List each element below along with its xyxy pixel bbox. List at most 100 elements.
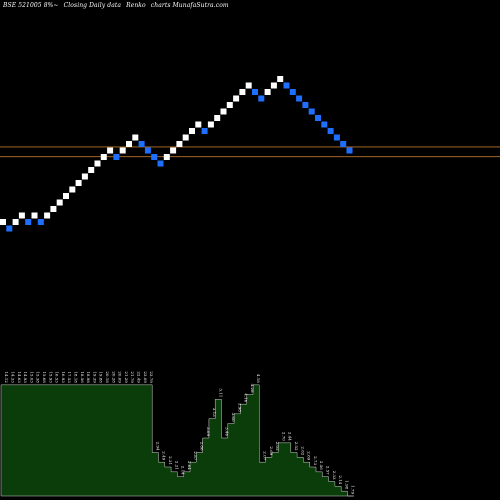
renko-brick <box>50 206 57 212</box>
renko-brick <box>31 212 38 219</box>
renko-brick <box>151 154 158 160</box>
renko-brick <box>25 219 32 225</box>
volume-value-label: 2.57 <box>325 466 330 475</box>
renko-brick <box>113 154 120 160</box>
volume-value-label: 14.93 <box>23 371 28 383</box>
volume-value-label: 23.79 <box>149 371 154 383</box>
renko-brick <box>239 89 246 95</box>
renko-brick <box>157 160 164 167</box>
volume-value-label: 15.38 <box>36 371 41 383</box>
renko-brick <box>333 134 340 141</box>
renko-brick <box>170 147 177 154</box>
renko-brick <box>308 108 315 115</box>
chart-caption: BSE 521005 8%~ Closing Daily data Renko … <box>3 2 232 9</box>
volume-value-label: 2.14 <box>338 475 343 484</box>
volume-value-label: 18.56 <box>80 371 85 383</box>
volume-value-label: 2.07 <box>262 451 267 460</box>
renko-brick <box>189 128 195 134</box>
volume-value-label: 2.87 <box>193 451 198 460</box>
renko-brick <box>56 199 63 206</box>
volume-value-label: 2.44 <box>288 432 293 441</box>
volume-value-label: 3.60 <box>231 413 236 422</box>
volume-value-label: 16.93 <box>61 371 66 383</box>
renko-brick <box>245 82 252 89</box>
chart-style-label: Renko <box>126 2 146 9</box>
volume-value-label: 2.52 <box>294 442 299 451</box>
volume-value-label: 19.39 <box>92 371 97 383</box>
volume-value-label: 2.94 <box>155 442 160 451</box>
renko-brick <box>132 134 139 141</box>
volume-value-label: 21.29 <box>124 371 129 383</box>
renko-brick <box>126 141 132 147</box>
volume-value-label: 22.49 <box>136 371 141 383</box>
renko-brick <box>195 121 202 128</box>
volume-value-label: 2.69 <box>269 446 274 455</box>
renko-brick <box>321 121 328 128</box>
renko-brick <box>264 89 271 95</box>
volume-value-label: 2.21 <box>174 461 179 470</box>
renko-brick <box>315 115 321 121</box>
chart-kind-label: Closing Daily data <box>63 2 122 9</box>
volume-value-label: 2.73 <box>313 456 318 465</box>
renko-brick <box>214 115 221 121</box>
renko-brick <box>296 95 303 102</box>
volume-value-label: 2.62 <box>300 446 305 455</box>
renko-brick <box>18 212 25 219</box>
volume-value-label: 19.88 <box>99 371 104 383</box>
volume-value-label: 3.09 <box>206 427 211 436</box>
renko-brick <box>37 219 44 225</box>
symbol-label: BSE 521005 8%~ <box>3 2 59 9</box>
renko-brick <box>302 102 309 108</box>
volume-value-label: 1.79 <box>351 485 356 494</box>
renko-brick <box>270 82 277 89</box>
renko-brick <box>138 141 145 147</box>
renko-brick <box>283 82 290 89</box>
renko-brick <box>252 89 258 95</box>
volume-value-label: 4.16 <box>244 393 249 402</box>
volume-value-label: 18.98 <box>86 371 91 383</box>
renko-brick <box>94 160 101 167</box>
volume-value-label: 3.98 <box>237 403 242 412</box>
volume-value-label: 4.28 <box>250 384 255 393</box>
volume-value-label: 14.12 <box>4 371 9 383</box>
renko-brick <box>144 147 151 154</box>
volume-value-label: 2.56 <box>319 461 324 470</box>
renko-brick <box>182 134 189 141</box>
volume-value-label: 20.69 <box>118 371 123 383</box>
volume-value-label: 14.33 <box>10 371 15 383</box>
volume-value-label: 20.28 <box>111 371 116 383</box>
volume-value-label: 14.63 <box>17 371 22 383</box>
renko-brick <box>207 121 214 128</box>
volume-value-label: 2.33 <box>332 471 337 480</box>
volume-value-label: 2.05 <box>275 442 280 451</box>
source-label: charts MunafaSutra.com <box>150 2 229 9</box>
volume-value-label: 1.98 <box>344 480 349 489</box>
renko-brick <box>88 167 95 173</box>
volume-value-label: 2.70 <box>281 432 286 441</box>
renko-brick <box>75 180 82 186</box>
renko-brick <box>0 219 6 225</box>
volume-value-label: 16.53 <box>55 371 60 383</box>
renko-brick <box>277 76 284 82</box>
volume-value-label: 2.69 <box>307 451 312 460</box>
renko-brick <box>258 95 265 102</box>
volume-value-label: 17.53 <box>67 371 72 383</box>
volume-value-label: 21.79 <box>130 371 135 383</box>
volume-value-label: 3.46 <box>225 427 230 436</box>
volume-value-label: 20.18 <box>105 371 110 383</box>
renko-brick <box>6 225 13 232</box>
renko-brick <box>289 89 296 95</box>
renko-brick <box>340 141 347 147</box>
volume-value-label: 2.14 <box>181 466 186 475</box>
renko-brick <box>63 193 69 199</box>
renko-brick <box>119 147 126 154</box>
renko-brick <box>107 147 114 154</box>
renko-brick <box>220 108 227 115</box>
volume-value-label: 2.49 <box>162 451 167 460</box>
volume-value-label: 2.64 <box>187 461 192 470</box>
renko-brick <box>81 173 88 180</box>
volume-value-label: 3.11 <box>218 388 223 397</box>
volume-value-label: 15.03 <box>29 371 34 383</box>
